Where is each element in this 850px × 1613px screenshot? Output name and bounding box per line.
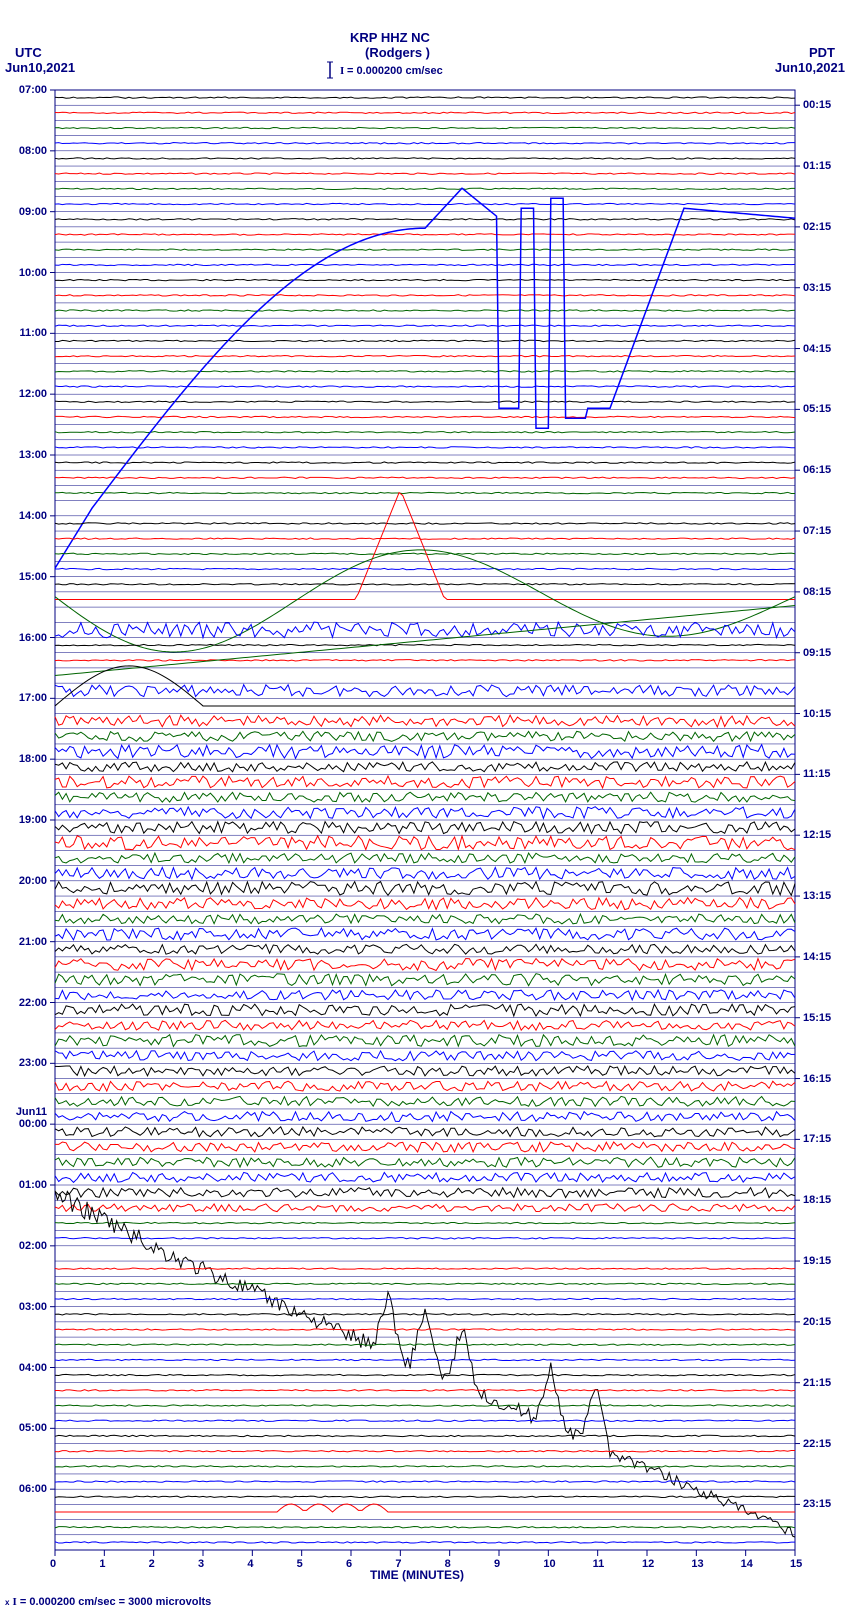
x-tick-12: 12 [642,1558,654,1570]
left-tick-7: 14:00 [19,510,47,522]
x-tick-4: 4 [247,1558,253,1570]
x-tick-10: 10 [543,1558,555,1570]
right-tick-9: 09:15 [803,647,831,659]
left-tick-10: 17:00 [19,692,47,704]
left-date-break: Jun11 [16,1106,47,1118]
right-tick-21: 21:15 [803,1377,831,1389]
right-tick-15: 15:15 [803,1012,831,1024]
right-tick-1: 01:15 [803,160,831,172]
left-tick-18: 01:00 [19,1179,47,1191]
right-tick-10: 10:15 [803,708,831,720]
left-tick-23: 06:00 [19,1483,47,1495]
left-tick-0: 07:00 [19,84,47,96]
right-tick-5: 05:15 [803,403,831,415]
right-tick-13: 13:15 [803,890,831,902]
right-tick-23: 23:15 [803,1498,831,1510]
left-tick-5: 12:00 [19,388,47,400]
seismogram-plot [0,0,850,1613]
right-tick-14: 14:15 [803,951,831,963]
right-tick-20: 20:15 [803,1316,831,1328]
left-tick-22: 05:00 [19,1422,47,1434]
left-tick-4: 11:00 [19,327,47,339]
x-tick-15: 15 [790,1558,802,1570]
left-tick-9: 16:00 [19,632,47,644]
x-tick-14: 14 [741,1558,753,1570]
left-tick-17: 00:00 [19,1118,47,1130]
left-tick-14: 21:00 [19,936,47,948]
right-tick-8: 08:15 [803,586,831,598]
x-tick-11: 11 [593,1558,605,1570]
left-tick-19: 02:00 [19,1240,47,1252]
x-tick-2: 2 [149,1558,155,1570]
right-tick-12: 12:15 [803,829,831,841]
right-tick-18: 18:15 [803,1194,831,1206]
footer-scale: x I = 0.000200 cm/sec = 3000 microvolts [5,1596,211,1608]
right-tick-7: 07:15 [803,525,831,537]
left-tick-6: 13:00 [19,449,47,461]
seismogram-container: KRP HHZ NC (Rodgers ) I = 0.000200 cm/se… [0,0,850,1613]
left-tick-8: 15:00 [19,571,47,583]
right-tick-22: 22:15 [803,1438,831,1450]
x-tick-6: 6 [346,1558,352,1570]
left-tick-15: 22:00 [19,997,47,1009]
right-tick-3: 03:15 [803,282,831,294]
left-tick-13: 20:00 [19,875,47,887]
right-tick-4: 04:15 [803,343,831,355]
right-tick-19: 19:15 [803,1255,831,1267]
left-tick-1: 08:00 [19,145,47,157]
left-tick-3: 10:00 [19,267,47,279]
right-tick-0: 00:15 [803,99,831,111]
right-tick-16: 16:15 [803,1073,831,1085]
left-tick-12: 19:00 [19,814,47,826]
x-tick-1: 1 [99,1558,105,1570]
x-axis-title: TIME (MINUTES) [370,1568,464,1582]
x-tick-13: 13 [691,1558,703,1570]
left-tick-11: 18:00 [19,753,47,765]
x-tick-3: 3 [198,1558,204,1570]
right-tick-2: 02:15 [803,221,831,233]
left-tick-16: 23:00 [19,1057,47,1069]
x-tick-5: 5 [297,1558,303,1570]
right-tick-11: 11:15 [803,768,831,780]
left-tick-21: 04:00 [19,1362,47,1374]
right-tick-6: 06:15 [803,464,831,476]
x-tick-0: 0 [50,1558,56,1570]
x-tick-9: 9 [494,1558,500,1570]
left-tick-20: 03:00 [19,1301,47,1313]
right-tick-17: 17:15 [803,1133,831,1145]
left-tick-2: 09:00 [19,206,47,218]
